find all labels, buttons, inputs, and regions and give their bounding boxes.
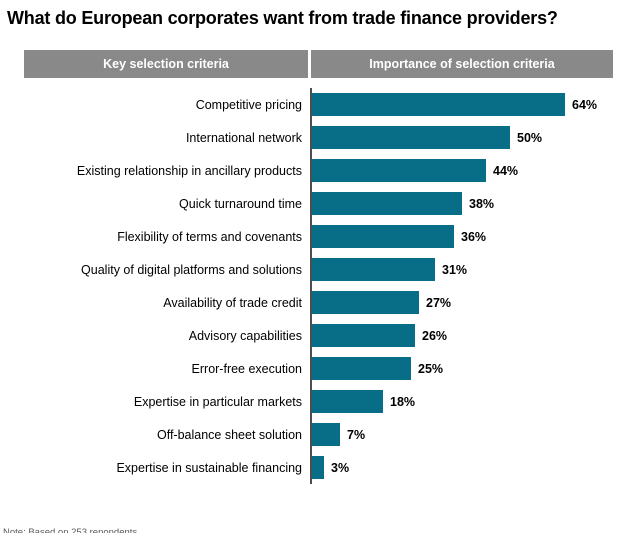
footer: Note: Based on 253 repondents. Source: C… — [3, 500, 644, 533]
bar — [312, 192, 462, 215]
category-label: Advisory capabilities — [188, 328, 302, 343]
bar-track: 27% — [312, 291, 644, 314]
bar — [312, 159, 486, 182]
bar-row: Existing relationship in ancillary produ… — [0, 154, 644, 187]
value-label: 18% — [390, 394, 416, 409]
bar-row: International network 50% — [0, 121, 644, 154]
value-label: 3% — [331, 460, 350, 475]
bar — [312, 93, 565, 116]
footer-note: Note: Based on 253 repondents. — [3, 527, 140, 533]
header-importance-of-selection-criteria: Importance of selection criteria — [311, 50, 613, 78]
bar-rows: Competitive pricing 64% International netw… — [0, 88, 644, 484]
bar-track: 38% — [312, 192, 644, 215]
bar-track: 50% — [312, 126, 644, 149]
bar-chart: Competitive pricing 64% International netw… — [0, 88, 644, 484]
bar-row: Expertise in sustainable financing 3% — [0, 451, 644, 484]
bar-track: 36% — [312, 225, 644, 248]
bar — [312, 357, 411, 380]
category-label: Expertise in sustainable financing — [116, 460, 302, 475]
value-label: 27% — [426, 295, 452, 310]
value-label: 36% — [461, 229, 487, 244]
bar-row: Off-balance sheet solution 7% — [0, 418, 644, 451]
bar-track: 31% — [312, 258, 644, 281]
bar-row: Advisory capabilities 26% — [0, 319, 644, 352]
value-label: 64% — [572, 97, 598, 112]
bar — [312, 258, 435, 281]
page-title: What do European corporates want from tr… — [7, 8, 558, 28]
category-label: Off-balance sheet solution — [156, 427, 302, 442]
value-label: 26% — [422, 328, 448, 343]
category-label: Competitive pricing — [195, 97, 302, 112]
bar — [312, 225, 454, 248]
bar-row: Quality of digital platforms and solutio… — [0, 253, 644, 286]
bar-row: Competitive pricing 64% — [0, 88, 644, 121]
category-label: Flexibility of terms and covenants — [117, 229, 302, 244]
header-key-selection-criteria: Key selection criteria — [24, 50, 308, 78]
bar-track: 64% — [312, 93, 644, 116]
category-label: Quick turnaround time — [179, 196, 302, 211]
bar-row: Expertise in particular markets 18% — [0, 385, 644, 418]
value-label: 25% — [418, 361, 444, 376]
bar — [312, 456, 324, 479]
category-label: Existing relationship in ancillary produ… — [76, 163, 302, 178]
bar — [312, 126, 510, 149]
category-label: Expertise in particular markets — [133, 394, 302, 409]
category-label: Error-free execution — [191, 361, 302, 376]
value-label: 7% — [347, 427, 366, 442]
bar-track: 7% — [312, 423, 644, 446]
bar-row: Quick turnaround time 38% — [0, 187, 644, 220]
value-label: 50% — [517, 130, 543, 145]
value-label: 31% — [442, 262, 468, 277]
value-label: 44% — [493, 163, 519, 178]
bar — [312, 324, 415, 347]
y-axis-line — [310, 88, 312, 484]
bar — [312, 291, 419, 314]
bar — [312, 423, 340, 446]
bar — [312, 390, 383, 413]
bar-track: 26% — [312, 324, 644, 347]
bar-row: Availability of trade credit 27% — [0, 286, 644, 319]
category-label: Quality of digital platforms and solutio… — [81, 262, 302, 277]
bar-track: 18% — [312, 390, 644, 413]
bar-row: Error-free execution 25% — [0, 352, 644, 385]
bar-row: Flexibility of terms and covenants 36% — [0, 220, 644, 253]
table-header-row: Key selection criteria Importance of sel… — [24, 50, 644, 78]
bar-track: 3% — [312, 456, 644, 479]
category-label: Availability of trade credit — [163, 295, 302, 310]
bar-track: 44% — [312, 159, 644, 182]
value-label: 38% — [469, 196, 495, 211]
category-label: International network — [185, 130, 302, 145]
bar-track: 25% — [312, 357, 644, 380]
